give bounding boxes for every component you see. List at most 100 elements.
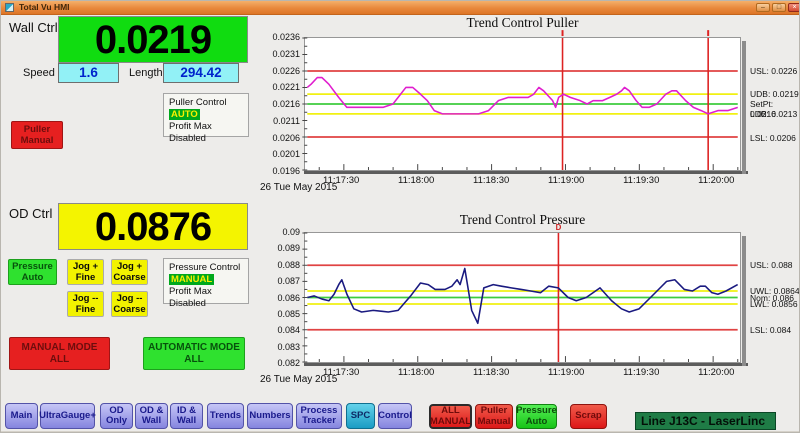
od-value-display: 0.0876 (58, 203, 248, 250)
spec-label: LWL: 0.0856 (750, 299, 798, 310)
y-axis-label: 0.089 (277, 243, 300, 254)
pressure-control-note: Profit Max Disabled (169, 286, 212, 309)
window-title: Total Vu HMI (19, 2, 70, 12)
y-axis-label: 0.0216 (272, 99, 300, 109)
automatic-mode-all-button[interactable]: AUTOMATIC MODE ALL (143, 337, 245, 370)
minimize-button[interactable]: – (756, 3, 770, 12)
nav-button-spc[interactable]: SPC (346, 403, 375, 429)
nav-button-ultragauge[interactable]: UltraGauge+ (39, 403, 96, 429)
pressure-control-title: Pressure Control (169, 262, 241, 273)
spec-label: Nom: 0.086 (750, 292, 794, 303)
x-axis-label: 11:19:00 (548, 367, 585, 378)
y-axis-label: 0.088 (277, 259, 300, 270)
window-bottom-edge (1, 431, 799, 432)
y-axis-label: 0.0226 (272, 65, 300, 76)
y-axis-label: 0.0201 (272, 149, 300, 160)
x-axis-label: 11:19:30 (623, 367, 660, 378)
length-value: 294.42 (163, 63, 239, 83)
od-ctrl-label: OD Ctrl (9, 206, 53, 221)
puller-control-title: Puller Control (169, 97, 227, 108)
y-axis-label: 0.086 (277, 292, 300, 303)
action-button-scrap[interactable]: Scrap (570, 404, 607, 429)
spec-label: LSL: 0.0206 (750, 132, 796, 143)
spec-label: USL: 0.088 (750, 259, 793, 270)
spec-label: LDB: 0.0213 (750, 109, 798, 120)
line-label: Line J13C - LaserLinc (635, 412, 776, 430)
action-button-all-manual[interactable]: ALL MANUAL (429, 404, 472, 429)
trend-puller-canvas (302, 30, 739, 171)
trend-puller-axis-bar (304, 171, 748, 174)
pressure-control-mode: MANUAL (169, 274, 215, 285)
spec-label: SetPt: 0.0216 (750, 99, 776, 119)
speed-label: Speed (23, 67, 55, 79)
spec-label: UWL: 0.0864 (750, 285, 800, 296)
y-axis-label: 0.0221 (272, 82, 300, 93)
trend-puller-date: 26 Tue May 2015 (260, 182, 338, 193)
pressure-auto-button[interactable]: Pressure Auto (8, 259, 57, 285)
x-axis-label: 11:20:00 (698, 367, 735, 378)
cursor-label: D (556, 223, 562, 232)
y-axis-label: 0.0211 (273, 115, 300, 126)
window-titlebar: Total Vu HMI – □ × (1, 1, 799, 15)
y-axis-label: 0.09 (282, 227, 300, 237)
jog-minus-coarse-button[interactable]: Jog -- Coarse (111, 291, 148, 317)
trend-puller-title: Trend Control Puller (466, 15, 579, 30)
trend-pressure-shadow (742, 236, 746, 366)
pressure-control-box: Pressure Control MANUAL Profit Max Disab… (163, 258, 249, 309)
action-button-pressure-auto[interactable]: Pressure Auto (516, 404, 557, 429)
spec-label: USL: 0.0226 (750, 65, 798, 76)
puller-control-mode: AUTO (169, 109, 200, 120)
x-axis-label: 11:20:00 (698, 175, 735, 186)
y-axis-label: 0.0231 (272, 48, 300, 59)
trend-pressure-axis-bar (304, 363, 748, 366)
y-axis-label: 0.083 (277, 341, 300, 352)
nav-button-process-tracker[interactable]: Process Tracker (296, 403, 342, 429)
x-axis-label: 11:18:00 (397, 175, 435, 186)
wall-ctrl-label: Wall Ctrl (9, 20, 58, 35)
nav-button-od-only[interactable]: OD Only (100, 403, 133, 429)
manual-mode-all-button[interactable]: MANUAL MODE ALL (9, 337, 110, 370)
y-axis-label: 0.0206 (272, 132, 300, 143)
restore-button[interactable]: □ (772, 3, 786, 12)
x-axis-label: 11:19:30 (623, 175, 660, 186)
spec-label: UDB: 0.0219 (750, 88, 799, 99)
spec-label: LSL: 0.084 (750, 325, 792, 336)
puller-control-box: Puller Control AUTO Profit Max Disabled (163, 93, 249, 144)
y-axis-label: 0.0236 (272, 32, 300, 42)
y-axis-label: 0.084 (277, 325, 300, 336)
close-button[interactable]: × (788, 3, 799, 12)
puller-control-note: Profit Max Disabled (169, 121, 212, 144)
jog-plus-fine-button[interactable]: Jog + Fine (67, 259, 104, 285)
nav-button-control[interactable]: Control (378, 403, 412, 429)
nav-button-main[interactable]: Main (5, 403, 38, 429)
jog-minus-fine-button[interactable]: Jog -- Fine (67, 291, 104, 317)
y-axis-label: 0.082 (277, 358, 300, 368)
app-icon (5, 3, 14, 12)
jog-plus-coarse-button[interactable]: Jog + Coarse (111, 259, 148, 285)
trend-pressure-plot[interactable]: D (302, 223, 741, 363)
length-label: Length (129, 67, 163, 79)
series-pressure (307, 267, 739, 325)
nav-button-trends[interactable]: Trends (207, 403, 244, 429)
x-axis-label: 11:19:00 (548, 175, 585, 186)
speed-value: 1.6 (58, 63, 119, 83)
wall-value-display: 0.0219 (58, 16, 248, 63)
trend-pressure-date: 26 Tue May 2015 (260, 374, 338, 385)
x-axis-label: 11:18:00 (397, 367, 435, 378)
y-axis-label: 0.087 (277, 276, 300, 287)
x-axis-label: 11:18:30 (473, 367, 510, 378)
series-wall (306, 76, 738, 115)
trend-puller-shadow (742, 41, 746, 174)
trend-puller-plot[interactable] (302, 30, 741, 171)
nav-button-od-wall[interactable]: OD & Wall (135, 403, 168, 429)
trend-pressure-title: Trend Control Pressure (459, 212, 586, 227)
trend-pressure-canvas: D (302, 223, 739, 363)
puller-manual-button[interactable]: Puller Manual (11, 121, 63, 149)
y-axis-label: 0.0196 (272, 166, 300, 176)
x-axis-label: 11:18:30 (473, 175, 510, 186)
nav-button-id-wall[interactable]: ID & Wall (170, 403, 203, 429)
action-button-puller-manual[interactable]: Puller Manual (475, 404, 513, 429)
y-axis-label: 0.085 (277, 308, 300, 319)
nav-button-numbers[interactable]: Numbers (247, 403, 293, 429)
